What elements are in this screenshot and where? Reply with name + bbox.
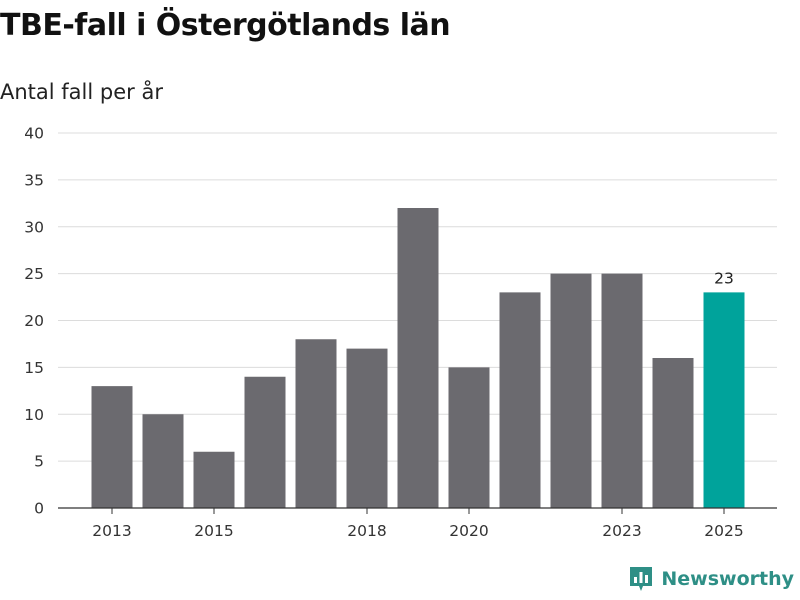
bar-2024 — [652, 358, 694, 508]
y-tick-label: 25 — [24, 265, 44, 283]
axes — [58, 507, 777, 514]
bar-2015 — [193, 451, 235, 508]
x-tick-label: 2025 — [704, 522, 743, 540]
bar-2025 — [703, 292, 745, 508]
bar-2014 — [142, 414, 184, 508]
bar-2020 — [448, 367, 490, 508]
y-tick-label: 30 — [24, 218, 44, 236]
y-tick-label: 0 — [34, 500, 44, 518]
chart-title: TBE-fall i Östergötlands län — [0, 8, 451, 43]
y-tick-label: 10 — [24, 406, 44, 424]
x-tick-label: 2015 — [194, 522, 233, 540]
bar-2013 — [91, 386, 133, 508]
bar-2017 — [295, 339, 337, 508]
x-tick-label: 2018 — [347, 522, 386, 540]
bar-2022 — [550, 273, 592, 508]
data-label: 23 — [714, 269, 734, 287]
x-tick-label: 2013 — [92, 522, 131, 540]
bar-2023 — [601, 273, 643, 508]
y-tick-label: 20 — [24, 312, 44, 330]
y-tick-label: 15 — [24, 359, 44, 377]
x-tick-label: 2020 — [449, 522, 488, 540]
bar-2016 — [244, 376, 286, 508]
brand-logo: Newsworthy — [629, 566, 794, 592]
y-tick-label: 40 — [24, 125, 44, 143]
chart-subtitle: Antal fall per år — [0, 80, 163, 104]
bar-2019 — [397, 208, 439, 508]
y-tick-label: 35 — [24, 171, 44, 189]
y-tick-label: 5 — [34, 453, 44, 471]
chart-icon — [630, 567, 653, 591]
brand-name: Newsworthy — [661, 568, 794, 590]
x-tick-label: 2023 — [602, 522, 641, 540]
bar-2021 — [499, 292, 541, 508]
bar-2018 — [346, 348, 388, 508]
bars — [91, 208, 745, 508]
